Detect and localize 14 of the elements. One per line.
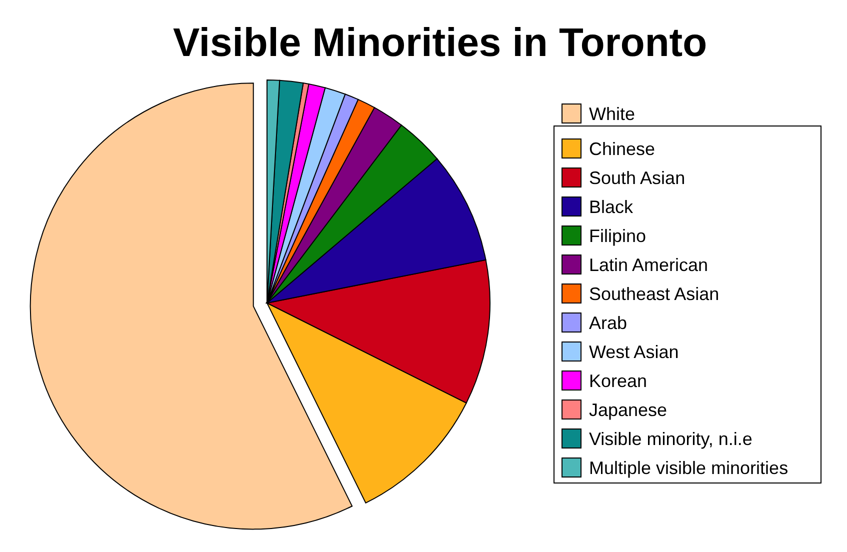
legend-label: White <box>589 104 636 124</box>
legend-label: Korean <box>589 371 648 391</box>
legend-label: Latin American <box>589 255 708 275</box>
legend-label: Japanese <box>589 400 668 420</box>
legend-label: Black <box>589 197 634 217</box>
legend-label: Visible minority, n.i.e <box>589 429 752 449</box>
legend-label: Southeast Asian <box>589 284 720 304</box>
legend-label: Arab <box>589 313 628 333</box>
legend-label: Multiple visible minorities <box>589 458 788 478</box>
legend-label: South Asian <box>589 168 686 188</box>
chart-title: Visible Minorities in Toronto <box>172 21 708 65</box>
legend-label: Chinese <box>589 139 656 159</box>
legend-label: West Asian <box>589 342 679 362</box>
legend-label: Filipino <box>589 226 646 246</box>
